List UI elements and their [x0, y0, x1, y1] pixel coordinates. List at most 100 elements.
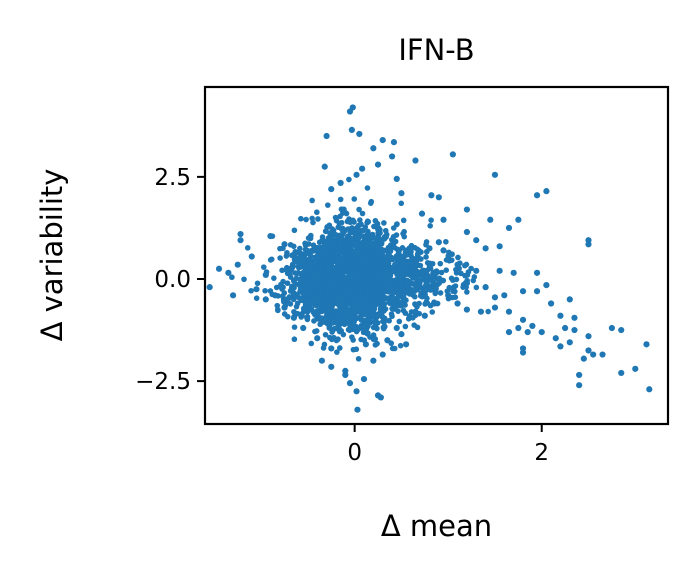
- scatter-point: [388, 290, 395, 296]
- scatter-point: [321, 163, 328, 170]
- scatter-point: [348, 314, 355, 321]
- scatter-point: [395, 293, 402, 300]
- scatter-point: [280, 278, 286, 285]
- scatter-point: [334, 291, 340, 297]
- scatter-point: [331, 231, 338, 238]
- scatter-point: [320, 345, 327, 351]
- scatter-point: [322, 228, 329, 235]
- scatter-point: [446, 257, 453, 264]
- scatter-point: [321, 294, 328, 300]
- scatter-point: [423, 282, 429, 288]
- scatter-point: [382, 268, 389, 274]
- scatter-point: [374, 340, 380, 347]
- scatter-point: [423, 273, 429, 280]
- scatter-point: [354, 326, 361, 333]
- scatter-point: [380, 248, 387, 254]
- scatter-point: [398, 259, 404, 266]
- scatter-point: [346, 176, 352, 183]
- scatter-point: [225, 269, 232, 276]
- scatter-point: [308, 248, 315, 255]
- scatter-point: [585, 333, 592, 340]
- scatter-point: [305, 282, 312, 289]
- scatter-point: [299, 253, 306, 260]
- scatter-point: [335, 250, 341, 256]
- scatter-point: [365, 218, 372, 225]
- scatter-point: [329, 336, 335, 343]
- scatter-point: [401, 233, 408, 240]
- scatter-point: [396, 318, 403, 325]
- scatter-point: [244, 245, 251, 251]
- scatter-point: [380, 324, 387, 331]
- scatter-point: [337, 196, 344, 203]
- x-tick-label: 0: [347, 440, 362, 466]
- scatter-point: [359, 239, 366, 246]
- scatter-point: [417, 293, 424, 299]
- scatter-point: [566, 339, 573, 346]
- scatter-point: [363, 248, 370, 254]
- scatter-point: [373, 274, 379, 281]
- scatter-point: [291, 324, 298, 330]
- scatter-point: [434, 282, 441, 288]
- scatter-point: [389, 313, 395, 320]
- scatter-point: [351, 196, 358, 202]
- scatter-point: [319, 269, 325, 276]
- scatter-point: [332, 325, 339, 332]
- scatter-point: [292, 270, 299, 276]
- scatter-point: [519, 288, 527, 295]
- scatter-point: [304, 278, 310, 284]
- scatter-point: [398, 200, 405, 207]
- scatter-point: [206, 284, 213, 291]
- scatter-point: [371, 259, 378, 265]
- scatter-point: [293, 291, 300, 298]
- scatter-point: [386, 276, 393, 283]
- scatter-point: [482, 245, 489, 252]
- scatter-point: [271, 275, 277, 281]
- scatter-point: [277, 255, 283, 261]
- scatter-point: [417, 262, 424, 269]
- scatter-point: [576, 382, 583, 389]
- scatter-point: [505, 308, 513, 315]
- scatter-point: [346, 380, 354, 387]
- scatter-point: [431, 300, 438, 307]
- scatter-point: [312, 246, 319, 252]
- scatter-point: [331, 281, 337, 287]
- plot-frame: [203, 85, 670, 426]
- scatter-point: [290, 314, 297, 321]
- scatter-point: [367, 200, 374, 206]
- scatter-point: [377, 394, 384, 401]
- scatter-point: [407, 258, 413, 264]
- scatter-point: [337, 308, 343, 315]
- scatter-point: [343, 241, 350, 247]
- scatter-point: [359, 260, 365, 267]
- scatter-point: [533, 269, 541, 276]
- scatter-point: [319, 248, 325, 254]
- scatter-point: [355, 356, 362, 362]
- scatter-point: [426, 245, 433, 252]
- scatter-point: [284, 313, 291, 320]
- scatter-point: [383, 295, 389, 301]
- scatter-point: [427, 223, 433, 229]
- scatter-point: [308, 232, 314, 239]
- scatter-point: [234, 261, 241, 268]
- scatter-point: [452, 288, 458, 295]
- scatter-point: [279, 293, 286, 299]
- scatter-point: [485, 308, 491, 315]
- scatter-point: [386, 317, 392, 324]
- scatter-point: [325, 276, 331, 282]
- scatter-point: [501, 292, 508, 299]
- scatter-point: [291, 336, 298, 343]
- scatter-point: [341, 206, 347, 213]
- scatter-point: [557, 312, 564, 319]
- scatter-point: [407, 245, 414, 252]
- scatter-point: [359, 165, 366, 172]
- y-tick-label: 0.0: [154, 267, 191, 293]
- scatter-point: [384, 337, 391, 344]
- scatter-point: [324, 315, 330, 321]
- scatter-point: [365, 297, 371, 304]
- scatter-point: [343, 293, 350, 300]
- scatter-point: [428, 217, 434, 223]
- scatter-point: [354, 406, 361, 413]
- scatter-point: [409, 280, 416, 287]
- scatter-point: [424, 295, 430, 302]
